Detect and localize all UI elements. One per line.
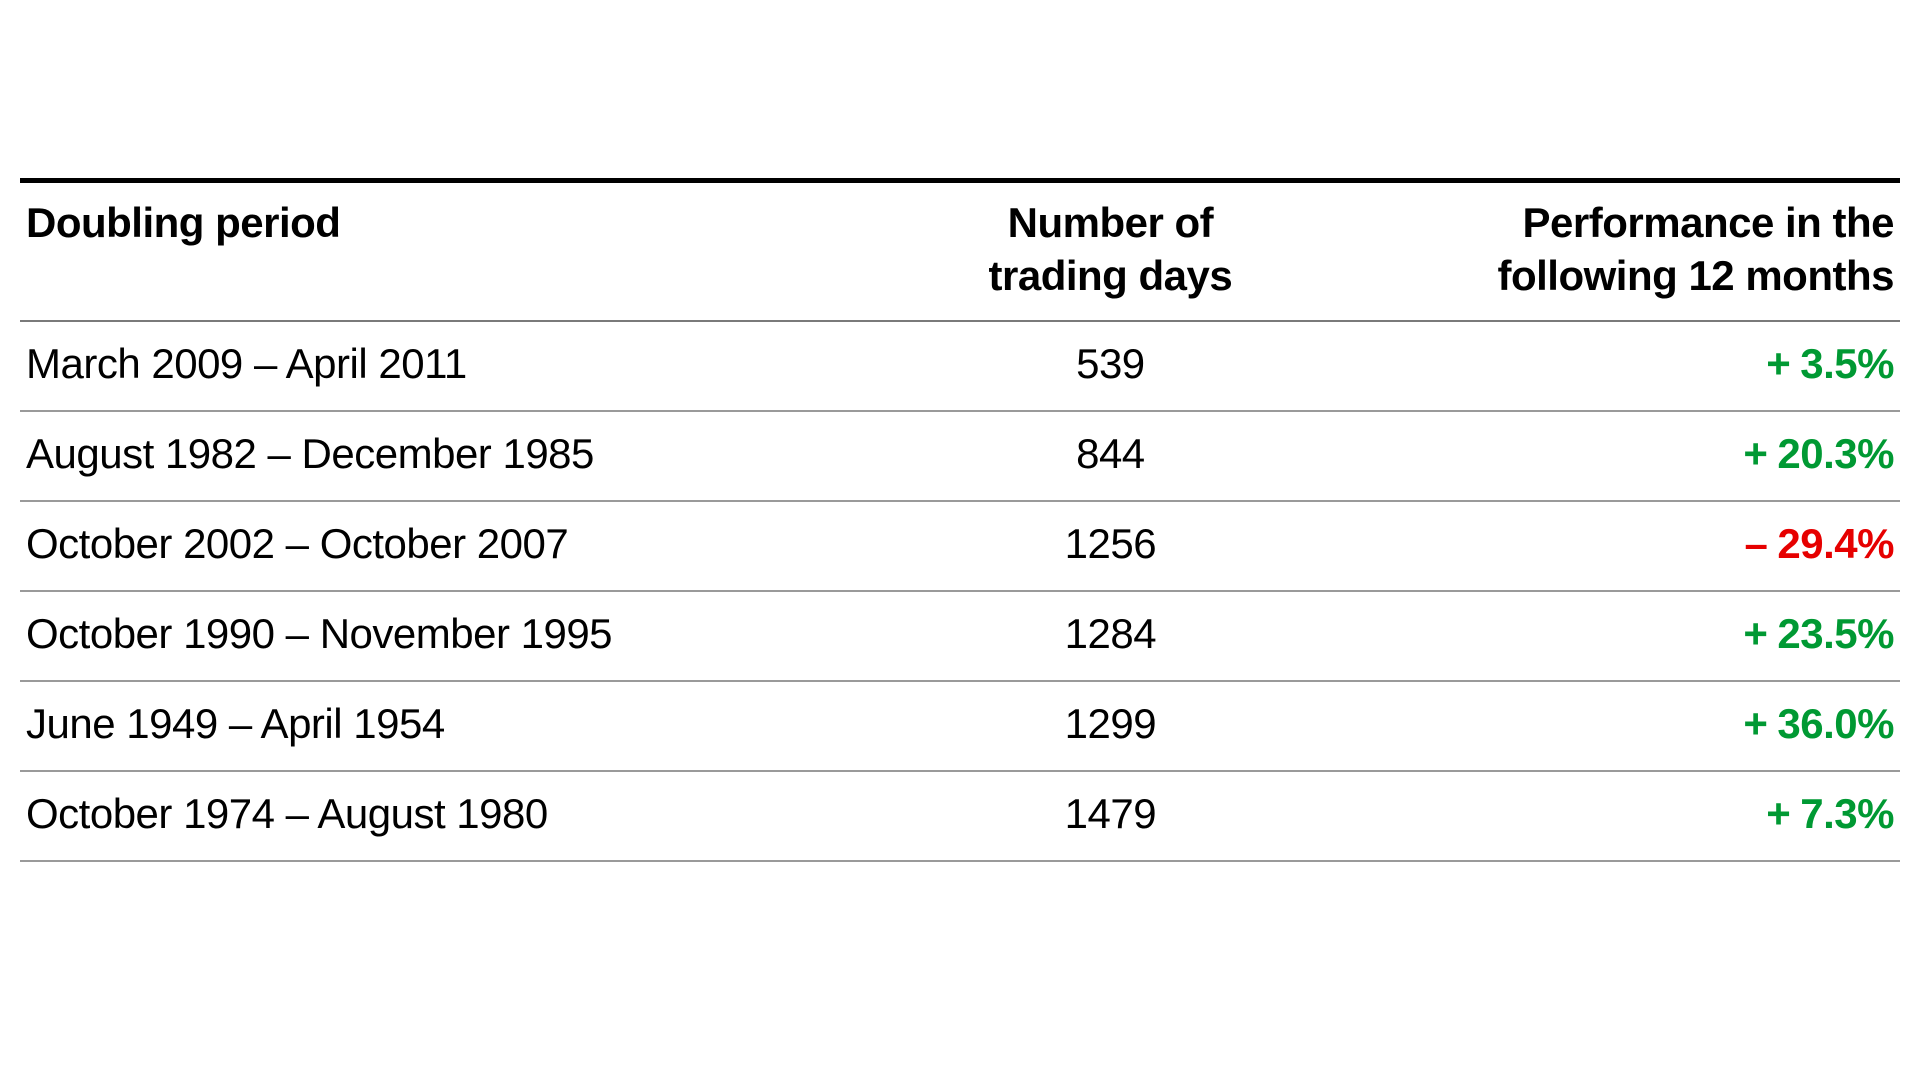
perf-sign: +	[1766, 790, 1790, 837]
perf-value: 7.3%	[1800, 790, 1894, 837]
cell-period: June 1949 – April 1954	[20, 681, 847, 771]
perf-value: 23.5%	[1777, 610, 1894, 657]
perf-value: 3.5%	[1800, 340, 1894, 387]
col-header-days: Number oftrading days	[847, 181, 1373, 322]
period-text: October 1990 – November 1995	[26, 610, 612, 657]
perf-sign: +	[1743, 700, 1767, 747]
perf-sign: –	[1745, 520, 1768, 567]
perf-value: 20.3%	[1777, 430, 1894, 477]
cell-perf: +23.5%	[1374, 591, 1900, 681]
days-text: 1256	[1065, 520, 1156, 567]
cell-perf: +20.3%	[1374, 411, 1900, 501]
period-text: October 1974 – August 1980	[26, 790, 548, 837]
cell-period: March 2009 – April 2011	[20, 321, 847, 411]
col-header-perf: Performance in thefollowing 12 months	[1374, 181, 1900, 322]
table-row: August 1982 – December 1985 844 +20.3%	[20, 411, 1900, 501]
cell-days: 1284	[847, 591, 1373, 681]
table-row: October 1974 – August 1980 1479 +7.3%	[20, 771, 1900, 861]
col-header-period: Doubling period	[20, 181, 847, 322]
header-label: Number oftrading days	[989, 199, 1233, 299]
cell-period: October 1990 – November 1995	[20, 591, 847, 681]
header-label: Doubling period	[26, 199, 340, 246]
table-row: October 2002 – October 2007 1256 –29.4%	[20, 501, 1900, 591]
cell-days: 1256	[847, 501, 1373, 591]
cell-period: August 1982 – December 1985	[20, 411, 847, 501]
table-row: June 1949 – April 1954 1299 +36.0%	[20, 681, 1900, 771]
perf-sign: +	[1766, 340, 1790, 387]
days-text: 844	[1076, 430, 1145, 477]
table-container: Doubling period Number oftrading days Pe…	[0, 0, 1920, 1080]
days-text: 1284	[1065, 610, 1156, 657]
cell-period: October 2002 – October 2007	[20, 501, 847, 591]
period-text: October 2002 – October 2007	[26, 520, 568, 567]
period-text: August 1982 – December 1985	[26, 430, 594, 477]
perf-sign: +	[1743, 430, 1767, 477]
days-text: 1299	[1065, 700, 1156, 747]
cell-days: 1299	[847, 681, 1373, 771]
header-label: Performance in thefollowing 12 months	[1498, 199, 1895, 299]
table-header-row: Doubling period Number oftrading days Pe…	[20, 181, 1900, 322]
period-text: June 1949 – April 1954	[26, 700, 445, 747]
perf-value: 29.4%	[1777, 520, 1894, 567]
doubling-period-table: Doubling period Number oftrading days Pe…	[20, 178, 1900, 862]
perf-sign: +	[1743, 610, 1767, 657]
cell-period: October 1974 – August 1980	[20, 771, 847, 861]
table-row: March 2009 – April 2011 539 +3.5%	[20, 321, 1900, 411]
perf-value: 36.0%	[1777, 700, 1894, 747]
cell-days: 1479	[847, 771, 1373, 861]
cell-perf: –29.4%	[1374, 501, 1900, 591]
cell-days: 844	[847, 411, 1373, 501]
cell-perf: +36.0%	[1374, 681, 1900, 771]
cell-perf: +3.5%	[1374, 321, 1900, 411]
cell-perf: +7.3%	[1374, 771, 1900, 861]
days-text: 539	[1076, 340, 1145, 387]
table-row: October 1990 – November 1995 1284 +23.5%	[20, 591, 1900, 681]
cell-days: 539	[847, 321, 1373, 411]
period-text: March 2009 – April 2011	[26, 340, 467, 387]
days-text: 1479	[1065, 790, 1156, 837]
